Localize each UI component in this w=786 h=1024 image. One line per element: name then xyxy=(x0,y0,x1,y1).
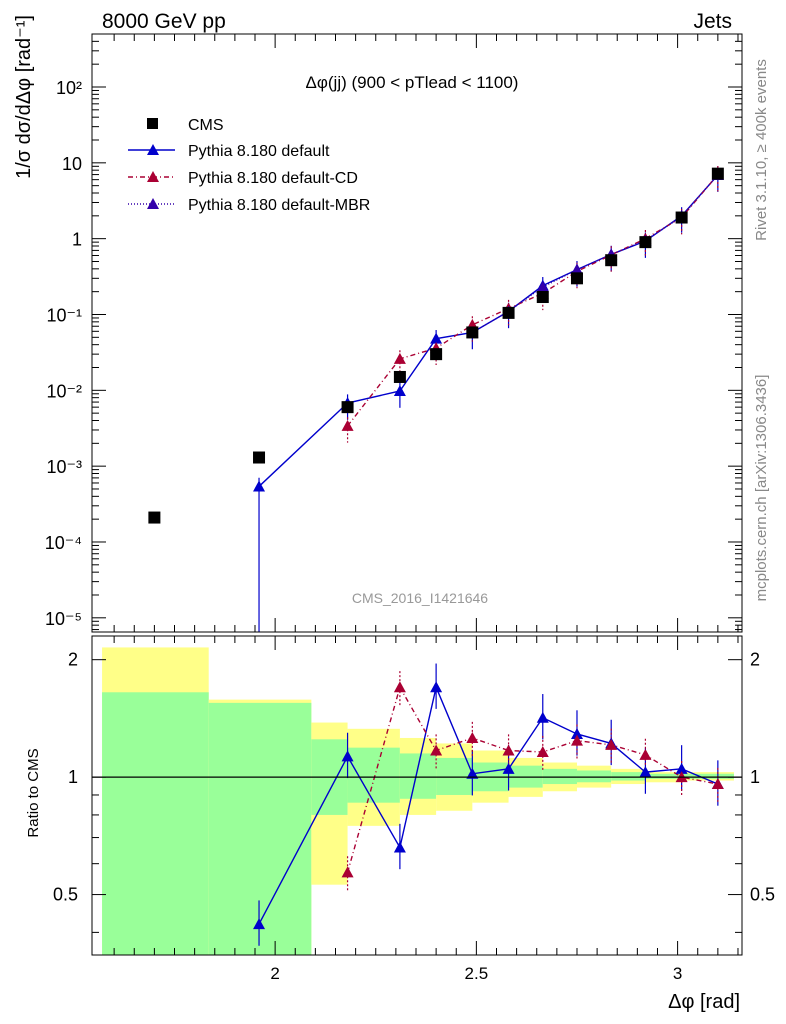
series-line-default xyxy=(258,174,719,487)
header-right: Jets xyxy=(693,10,732,33)
legend-marker-cms xyxy=(147,118,158,129)
ratio-tick-label-right: 2 xyxy=(750,650,760,670)
ratio-bands xyxy=(102,647,734,955)
ratio-plot-frame xyxy=(91,635,743,956)
marker-cd xyxy=(341,419,354,431)
cms-point xyxy=(430,348,443,361)
marker-mbr xyxy=(536,281,549,293)
legend-label-default: Pythia 8.180 default xyxy=(188,143,330,160)
cms-point xyxy=(148,511,161,524)
band-inner xyxy=(347,747,400,803)
ratio-marker-cd xyxy=(430,744,443,756)
y-tick-label: 10⁻² xyxy=(46,381,82,401)
ratio-marker-default xyxy=(253,918,266,930)
band-inner xyxy=(681,773,734,779)
ratio-marker-cd xyxy=(605,738,618,750)
legend: CMS Pythia 8.180 default Pythia 8.180 de… xyxy=(128,117,370,214)
legend-label-mbr: Pythia 8.180 default-MBR xyxy=(188,197,370,214)
ratio-marker-cd xyxy=(570,734,583,746)
cms-point xyxy=(466,326,479,339)
ratio-tick-label-left: 1 xyxy=(68,767,78,787)
marker-default xyxy=(430,332,443,344)
legend-marker-default xyxy=(147,144,159,155)
legend-marker-mbr xyxy=(147,198,159,209)
cms-point xyxy=(570,272,583,285)
x-tick-label: 2 xyxy=(270,964,279,983)
cms-point xyxy=(675,211,688,224)
ratio-marker-cd xyxy=(639,748,652,760)
cms-point xyxy=(253,451,266,464)
cms-point xyxy=(605,254,618,267)
x-tick-label: 3 xyxy=(673,964,682,983)
mcplots-label: mcplots.cern.ch [arXiv:1306.3436] xyxy=(753,375,770,602)
cms-point xyxy=(393,370,406,383)
ratio-marker-default xyxy=(675,762,688,774)
band-inner xyxy=(436,757,473,795)
main-plot-frame xyxy=(91,33,743,633)
marker-cd xyxy=(393,352,406,364)
ratio-marker-default xyxy=(502,762,515,774)
band-inner xyxy=(645,773,682,779)
header-left: 8000 GeV pp xyxy=(102,10,226,33)
ratio-marker-default xyxy=(639,766,652,778)
ratio-marker-default xyxy=(430,681,443,693)
cms-point xyxy=(711,167,724,180)
chart-title: Δφ(jj) (900 < pTlead < 1100) xyxy=(306,73,519,92)
ratio-line-default xyxy=(258,684,719,925)
band-inner xyxy=(399,753,437,799)
marker-mbr xyxy=(570,263,583,275)
ratio-marker-default xyxy=(393,841,406,853)
legend-label-cms: CMS xyxy=(188,117,224,134)
x-tick-label: 2.5 xyxy=(465,964,489,983)
y-axis-label-ratio: Ratio to CMS xyxy=(25,748,42,837)
ratio-marker-cd xyxy=(711,778,724,790)
y-axis-label-top: 1/σ dσ/dΔφ [rad⁻¹] xyxy=(13,15,35,179)
ratio-tick-label-right: 1 xyxy=(750,767,760,787)
series-line-cd xyxy=(347,174,719,427)
legend-label-cd: Pythia 8.180 default-CD xyxy=(188,170,358,187)
y-tick-label: 10⁻⁵ xyxy=(45,609,82,629)
cms-point xyxy=(536,291,549,304)
legend-marker-cd xyxy=(147,171,159,182)
rivet-label: Rivet 3.1.10, ≥ 400k events xyxy=(753,59,770,241)
y-tick-label: 10⁻⁴ xyxy=(45,533,82,553)
ratio-marker-cd xyxy=(502,744,515,756)
cms-point xyxy=(502,306,515,319)
watermark: CMS_2016_I1421646 xyxy=(352,590,488,606)
band-inner xyxy=(576,770,612,783)
marker-default xyxy=(253,480,266,492)
ratio-marker-default xyxy=(466,767,479,779)
ratio-marker-default xyxy=(536,711,549,723)
marker-default xyxy=(393,384,406,396)
data-markers xyxy=(148,167,724,930)
ratio-tick-label-left: 2 xyxy=(68,650,78,670)
ratio-tick-label-right: 0.5 xyxy=(750,885,775,905)
ratio-marker-cd xyxy=(466,731,479,743)
y-tick-label: 10⁻³ xyxy=(46,457,82,477)
band-inner xyxy=(102,692,209,955)
ratio-marker-default xyxy=(341,750,354,762)
band-inner xyxy=(542,768,577,785)
y-tick-label: 1 xyxy=(72,230,82,250)
axes-frames: 2 2.5 3 10⁻⁵ 10⁻⁴ 10⁻³ 10⁻² 10⁻¹ 1 10 10² 0.5 0.5 1 1 2… xyxy=(45,33,775,983)
y-tick-label: 10² xyxy=(56,78,82,98)
band-inner xyxy=(611,772,646,781)
ratio-marker-cd xyxy=(393,681,406,693)
cms-point xyxy=(341,401,354,414)
ratio-tick-label-left: 0.5 xyxy=(53,885,78,905)
y-tick-label: 10⁻¹ xyxy=(46,305,82,325)
x-axis-label: Δφ [rad] xyxy=(668,991,740,1013)
ratio-marker-cd xyxy=(341,866,354,878)
ratio-marker-cd xyxy=(536,745,549,757)
band-inner xyxy=(208,702,312,955)
cms-point xyxy=(639,236,652,249)
y-tick-label: 10 xyxy=(62,154,82,174)
ratio-marker-default xyxy=(570,727,583,739)
